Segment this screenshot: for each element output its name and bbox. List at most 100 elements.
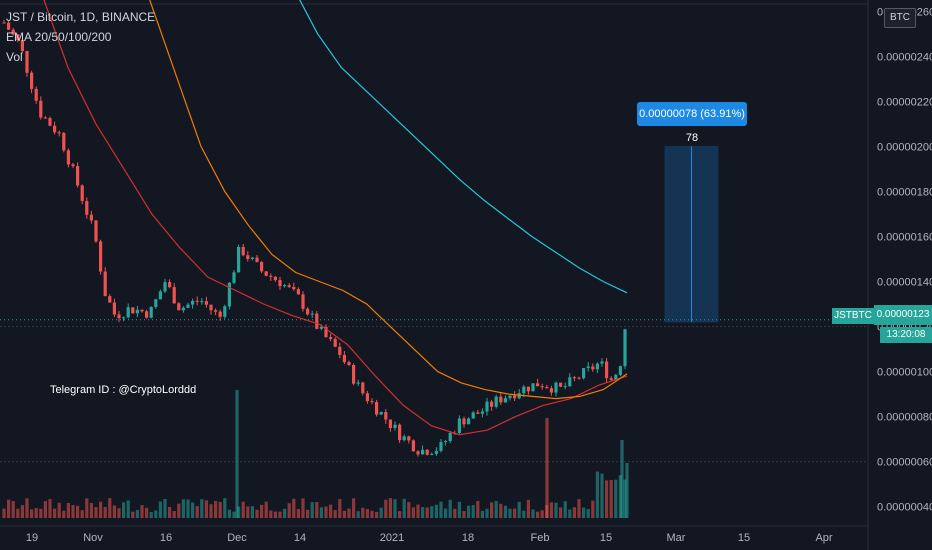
candle-body	[260, 262, 264, 272]
candle-body	[292, 286, 296, 290]
candle-body	[158, 291, 162, 300]
telegram-watermark: Telegram ID : @CryptoLorddd	[50, 384, 197, 396]
candle-body	[586, 366, 590, 369]
candle-body	[53, 125, 57, 133]
volume-bar	[329, 504, 333, 518]
candle-body	[434, 450, 438, 454]
date-tick-label: 14	[294, 532, 306, 544]
candle-body	[154, 299, 158, 307]
candle-body	[218, 311, 222, 317]
volume-bar	[296, 509, 300, 518]
candle-body	[411, 440, 415, 452]
measure-label: 0.00000078 (63.91%) 78	[637, 102, 747, 144]
candle-body	[135, 309, 139, 314]
candle-body	[16, 34, 20, 40]
candle-body	[384, 412, 388, 420]
volume-bar	[255, 509, 259, 518]
candle-body	[246, 255, 250, 259]
candle-body	[393, 424, 397, 428]
volume-bar	[126, 500, 130, 518]
candle-body	[172, 287, 176, 304]
volume-bar	[11, 501, 15, 518]
date-tick-label: 2021	[380, 532, 404, 544]
symbol-price-tag: JSTBTC	[832, 308, 874, 324]
candle-body	[365, 393, 369, 402]
candle-body	[296, 289, 300, 295]
volume-bar	[600, 473, 604, 518]
candle-body	[168, 282, 172, 288]
candle-body	[398, 424, 402, 441]
volume-bar	[444, 508, 448, 518]
volume-bar	[402, 498, 406, 518]
candle-body	[577, 377, 581, 379]
volume-bar	[411, 507, 415, 518]
candle-body	[241, 246, 245, 256]
candle-body	[513, 395, 517, 399]
volume-bar	[586, 509, 590, 518]
candle-body	[117, 314, 121, 319]
symbol-title: JST / Bitcoin, 1D, BINANCE	[6, 10, 156, 24]
volume-bar	[434, 504, 438, 518]
candle-body	[526, 386, 530, 392]
volume-bar	[582, 507, 586, 518]
candle-body	[7, 22, 11, 30]
candle-body	[582, 368, 586, 379]
volume-bar	[158, 501, 162, 518]
volume-bar	[352, 498, 356, 518]
volume-bar	[273, 511, 277, 518]
candle-body	[191, 300, 195, 305]
volume-bar	[209, 504, 213, 518]
candle-body	[471, 412, 475, 419]
candle-body	[416, 451, 420, 455]
volume-bar	[315, 502, 319, 518]
volume-bar	[94, 506, 98, 518]
volume-bar	[76, 505, 80, 518]
volume-bar	[462, 511, 466, 518]
candle-body	[462, 418, 466, 425]
candle-body	[227, 282, 231, 307]
volume-bar	[131, 511, 135, 518]
volume-bar	[614, 479, 618, 518]
volume-bar	[122, 502, 126, 518]
candle-body	[181, 307, 185, 311]
candle-body	[80, 185, 84, 201]
candle-body	[214, 310, 218, 312]
volume-bar	[568, 509, 572, 518]
volume-bar	[200, 499, 204, 518]
candle-body	[163, 282, 167, 292]
date-tick-label: 19	[26, 532, 38, 544]
candle-body	[283, 285, 287, 287]
candle-body	[71, 164, 75, 167]
volume-bar	[163, 498, 167, 518]
volume-bar	[490, 502, 494, 518]
volume-bar	[370, 510, 374, 518]
candle-body	[614, 374, 618, 380]
candle-body	[20, 39, 24, 52]
volume-bar	[80, 510, 84, 518]
volume-bar	[620, 440, 624, 518]
volume-bar	[108, 498, 112, 518]
candle-body	[149, 306, 153, 318]
candle-body	[11, 29, 15, 35]
volume-bar	[480, 510, 484, 518]
candle-body	[57, 132, 61, 134]
candle-body	[531, 383, 535, 392]
volume-bar	[260, 504, 264, 518]
currency-badge[interactable]: BTC	[884, 8, 916, 28]
ema-legend: EMA 20/50/100/200	[6, 30, 112, 44]
candle-body	[591, 366, 595, 370]
volume-bar	[448, 499, 452, 518]
candle-body	[94, 220, 98, 242]
candle-body	[209, 304, 213, 311]
candle-body	[402, 436, 406, 441]
volume-bar	[595, 471, 599, 518]
candle-body	[273, 276, 277, 281]
volume-bar	[508, 508, 512, 518]
volume-bar	[416, 504, 420, 518]
volume-bar	[393, 499, 397, 518]
candle-body	[379, 412, 383, 415]
candle-body	[103, 271, 107, 297]
candle-body	[457, 418, 461, 434]
volume-bar	[89, 503, 93, 518]
